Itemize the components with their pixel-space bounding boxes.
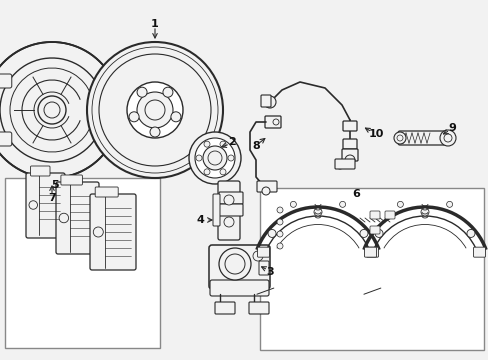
Circle shape [446,201,452,207]
FancyBboxPatch shape [341,149,357,161]
Circle shape [203,141,209,147]
Circle shape [272,119,279,125]
FancyBboxPatch shape [208,245,269,289]
FancyBboxPatch shape [215,302,235,314]
Circle shape [171,112,181,122]
Circle shape [290,201,296,207]
Circle shape [99,54,210,166]
Circle shape [393,132,405,144]
Circle shape [219,248,250,280]
Circle shape [224,195,234,205]
Circle shape [397,201,403,207]
FancyBboxPatch shape [334,159,354,169]
Circle shape [276,243,283,249]
Circle shape [127,82,183,138]
FancyBboxPatch shape [384,211,394,219]
Circle shape [276,207,283,213]
Circle shape [374,229,382,238]
Circle shape [345,155,354,165]
FancyBboxPatch shape [369,211,379,219]
Circle shape [339,201,345,207]
FancyBboxPatch shape [213,194,220,226]
Circle shape [443,134,451,142]
FancyBboxPatch shape [257,247,269,257]
Circle shape [196,155,202,161]
Circle shape [203,146,226,170]
FancyBboxPatch shape [261,95,270,107]
Circle shape [359,229,367,238]
Circle shape [262,187,269,195]
FancyBboxPatch shape [218,181,240,240]
Circle shape [220,169,225,175]
FancyBboxPatch shape [257,181,276,192]
FancyBboxPatch shape [259,261,268,275]
FancyBboxPatch shape [30,166,50,176]
Circle shape [252,251,263,261]
Circle shape [189,132,241,184]
Circle shape [224,217,234,227]
Text: 5: 5 [51,180,59,190]
FancyBboxPatch shape [342,121,356,131]
Text: 4: 4 [196,215,203,225]
Bar [5,178,160,348]
Circle shape [87,42,223,178]
FancyBboxPatch shape [90,194,136,270]
Text: 10: 10 [367,129,383,139]
Circle shape [220,141,225,147]
Text: 1: 1 [151,19,159,29]
Text: 9: 9 [447,123,455,133]
FancyBboxPatch shape [219,204,243,216]
FancyBboxPatch shape [342,139,356,149]
Text: 6: 6 [351,189,359,199]
Bar [260,188,483,350]
Circle shape [207,151,222,165]
FancyBboxPatch shape [397,131,449,145]
Circle shape [38,96,66,124]
FancyBboxPatch shape [472,247,485,257]
Circle shape [227,155,234,161]
Circle shape [396,135,402,141]
FancyBboxPatch shape [248,302,268,314]
FancyBboxPatch shape [95,187,118,197]
Circle shape [264,96,275,108]
FancyBboxPatch shape [61,175,82,185]
Circle shape [59,213,68,223]
Circle shape [335,161,343,169]
FancyBboxPatch shape [364,247,376,257]
Polygon shape [0,42,111,178]
Circle shape [420,208,428,216]
Circle shape [92,47,218,173]
Circle shape [276,219,283,225]
Circle shape [313,208,321,216]
FancyBboxPatch shape [56,182,99,254]
Circle shape [276,231,283,237]
Circle shape [267,229,275,238]
Circle shape [203,169,209,175]
Circle shape [195,138,235,178]
Text: 8: 8 [252,141,259,151]
Circle shape [93,227,103,237]
FancyBboxPatch shape [219,192,243,204]
FancyBboxPatch shape [26,173,65,238]
Circle shape [137,92,173,128]
Circle shape [150,127,160,137]
FancyBboxPatch shape [0,132,12,146]
Circle shape [466,229,474,238]
FancyBboxPatch shape [264,116,281,128]
FancyBboxPatch shape [0,74,12,88]
FancyBboxPatch shape [369,226,379,234]
FancyBboxPatch shape [366,247,378,257]
Circle shape [44,102,60,118]
Circle shape [224,254,244,274]
Circle shape [137,87,147,97]
Circle shape [129,112,139,122]
Circle shape [439,130,455,146]
Text: 3: 3 [265,267,273,277]
Circle shape [163,87,173,97]
Text: 7: 7 [48,193,56,203]
FancyBboxPatch shape [209,280,268,296]
Circle shape [145,100,164,120]
Text: 2: 2 [228,137,235,147]
Circle shape [29,201,38,209]
